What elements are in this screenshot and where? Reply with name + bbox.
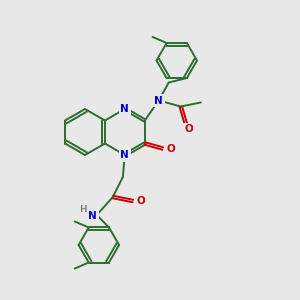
Text: N: N [154,95,163,106]
Text: N: N [121,150,129,160]
Text: O: O [167,143,175,154]
Text: O: O [184,124,193,134]
Text: N: N [88,211,97,221]
Text: H: H [79,206,87,214]
Text: O: O [136,196,145,206]
Text: N: N [121,104,129,114]
